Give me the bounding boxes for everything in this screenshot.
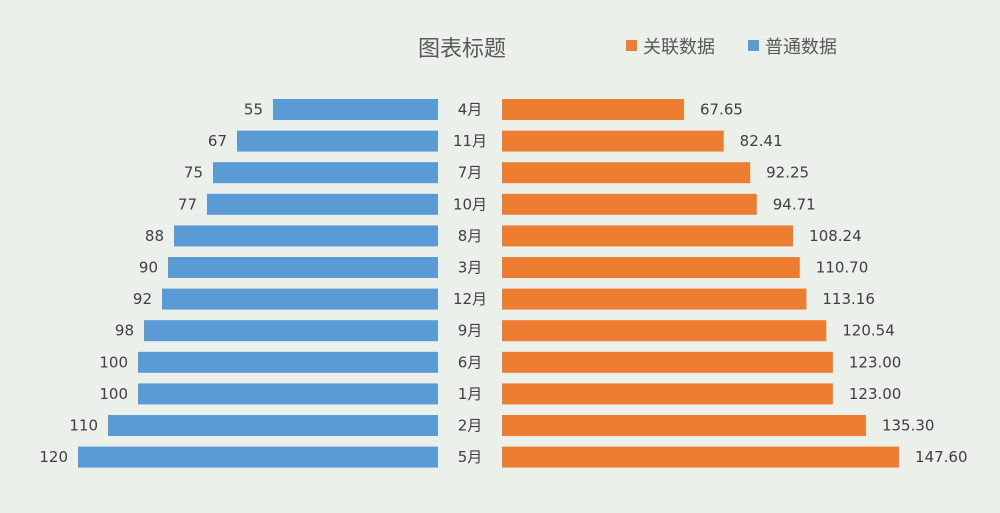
data-label-related: 123.00 <box>849 353 902 371</box>
bar-related <box>502 225 794 247</box>
data-label-related: 92.25 <box>766 164 809 182</box>
bar-normal <box>207 193 438 215</box>
category-label: 6月 <box>458 353 483 371</box>
category-label: 5月 <box>458 448 483 466</box>
chart-title: 图表标题 <box>418 37 506 62</box>
data-label-normal: 120 <box>39 448 68 466</box>
data-label-normal: 98 <box>115 322 134 340</box>
bar-related <box>502 288 807 310</box>
legend-label-related: 关联数据 <box>643 37 715 58</box>
data-label-normal: 100 <box>99 385 128 403</box>
category-label: 2月 <box>458 417 483 435</box>
category-label: 7月 <box>458 164 483 182</box>
bar-related <box>502 320 827 342</box>
bar-normal <box>237 130 438 152</box>
bar-normal <box>108 415 438 436</box>
bar-related <box>502 257 800 278</box>
bar-related <box>502 351 833 373</box>
bar-related <box>502 193 757 215</box>
bar-related <box>502 130 724 152</box>
data-label-normal: 88 <box>145 227 164 245</box>
legend-swatch-related <box>626 40 637 51</box>
bar-normal <box>78 446 438 468</box>
category-label: 4月 <box>458 101 483 119</box>
data-label-normal: 110 <box>69 417 98 435</box>
data-label-related: 82.41 <box>740 132 783 150</box>
bar-normal <box>213 162 438 184</box>
category-label: 11月 <box>453 132 487 150</box>
data-label-related: 94.71 <box>773 195 816 213</box>
bar-related <box>502 415 866 436</box>
data-label-normal: 55 <box>244 101 263 119</box>
legend-label-normal: 普通数据 <box>765 37 837 58</box>
bar-normal <box>138 351 438 373</box>
bar-related <box>502 99 684 120</box>
bar-normal <box>168 257 438 278</box>
data-label-related: 123.00 <box>849 385 902 403</box>
bar-normal <box>273 99 438 120</box>
data-label-normal: 77 <box>178 195 197 213</box>
bar-related <box>502 383 833 405</box>
data-label-related: 67.65 <box>700 101 743 119</box>
data-label-related: 113.16 <box>822 290 875 308</box>
legend-swatch-normal <box>748 40 759 51</box>
category-label: 10月 <box>453 195 487 213</box>
bar-normal <box>138 383 438 405</box>
bar-normal <box>144 320 438 342</box>
category-label: 8月 <box>458 227 483 245</box>
category-label: 9月 <box>458 322 483 340</box>
category-label: 12月 <box>453 290 487 308</box>
data-label-related: 147.60 <box>915 448 968 466</box>
bar-related <box>502 162 751 184</box>
data-label-normal: 90 <box>139 259 158 277</box>
data-label-normal: 75 <box>184 164 203 182</box>
category-label: 3月 <box>458 259 483 277</box>
data-label-related: 110.70 <box>816 259 869 277</box>
data-label-normal: 100 <box>99 353 128 371</box>
data-label-related: 135.30 <box>882 417 935 435</box>
data-label-related: 108.24 <box>809 227 862 245</box>
data-label-normal: 67 <box>208 132 227 150</box>
bar-related <box>502 446 900 468</box>
bar-normal <box>174 225 438 247</box>
data-label-related: 120.54 <box>842 322 895 340</box>
bar-normal <box>162 288 438 310</box>
legend: 关联数据 普通数据 <box>626 37 837 58</box>
category-label: 1月 <box>458 385 483 403</box>
data-label-normal: 92 <box>133 290 152 308</box>
